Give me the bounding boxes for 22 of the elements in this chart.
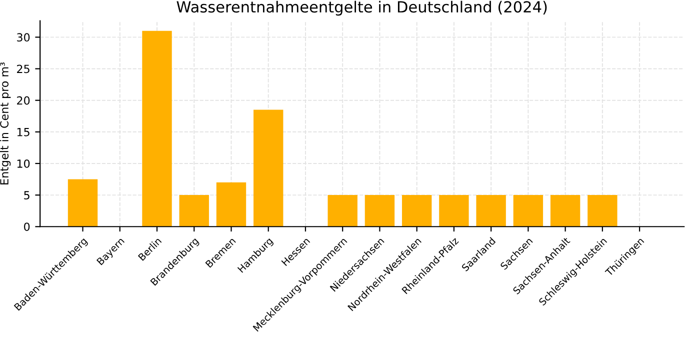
- bar: [179, 195, 209, 227]
- chart-title: Wasserentnahmeentgelte in Deutschland (2024): [176, 0, 547, 16]
- bar: [68, 179, 98, 227]
- bar: [588, 195, 618, 227]
- bar: [439, 195, 469, 227]
- y-tick-label: 30: [17, 33, 30, 42]
- bar: [402, 195, 432, 227]
- y-tick-label: 25: [17, 64, 30, 74]
- y-tick-label: 20: [17, 96, 30, 105]
- bar: [513, 195, 544, 227]
- bar: [142, 30, 172, 227]
- bar: [550, 195, 580, 227]
- y-tick-label: 5: [24, 191, 30, 200]
- bar: [328, 195, 358, 227]
- bar: [254, 110, 284, 227]
- bar: [476, 195, 506, 227]
- y-tick-label: 10: [17, 159, 30, 168]
- bar: [216, 182, 246, 227]
- bar: [364, 195, 395, 227]
- y-tick-label: 15: [17, 128, 30, 136]
- y-tick-label: 0: [24, 222, 30, 232]
- y-axis-title: Entgelt in Cent pro m³: [0, 62, 11, 184]
